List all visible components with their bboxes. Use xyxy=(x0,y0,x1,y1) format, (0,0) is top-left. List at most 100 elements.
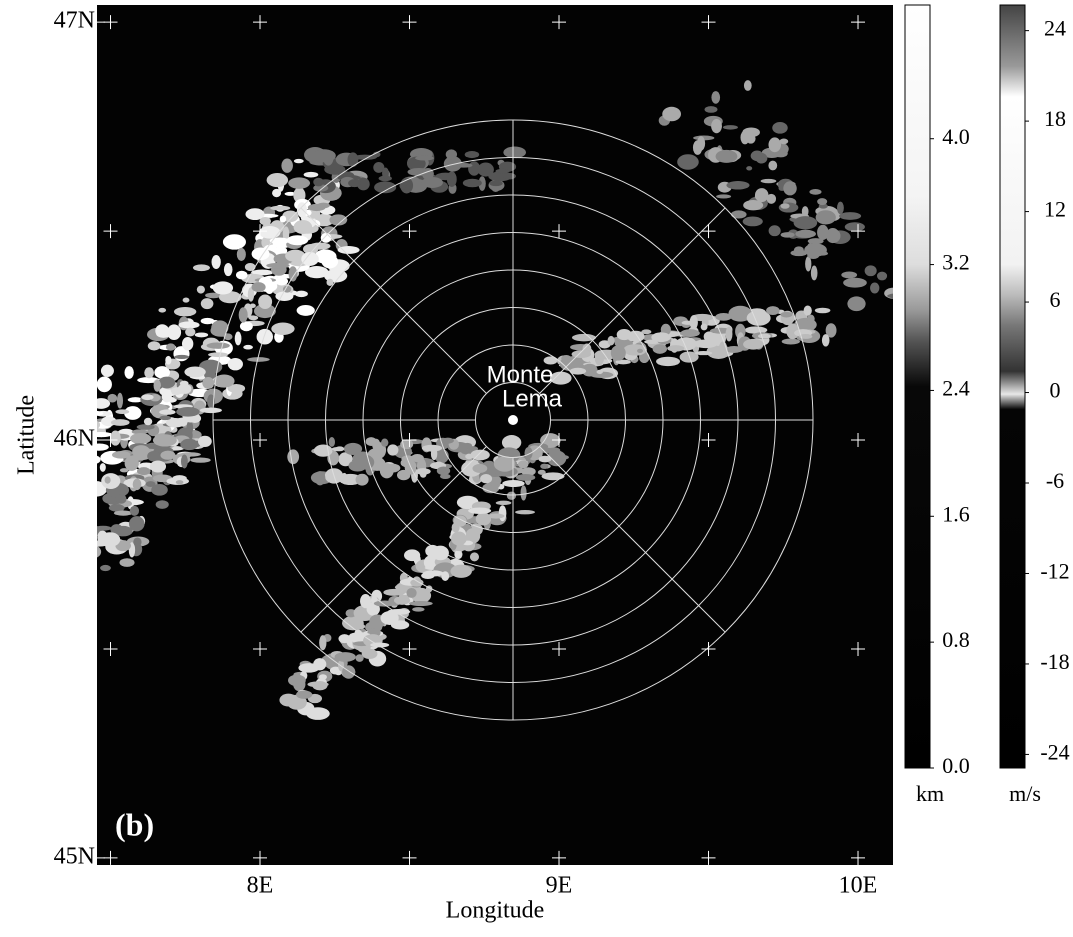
echo-blob xyxy=(244,262,256,272)
echo-blob xyxy=(285,249,306,262)
echo-blob xyxy=(303,171,319,178)
echo-blob xyxy=(97,455,101,464)
graticule-cross xyxy=(851,433,866,448)
echo-blob xyxy=(329,666,342,675)
echo-blob xyxy=(110,430,121,446)
echo-blob xyxy=(159,415,172,421)
echo-blob xyxy=(662,106,682,122)
colorbar-tick-label: 0.0 xyxy=(942,753,970,778)
echo-blob xyxy=(742,216,763,227)
echo-blob xyxy=(113,510,133,516)
echo-blob xyxy=(768,137,782,153)
graticule-cross xyxy=(701,433,716,448)
graticule-cross xyxy=(253,850,268,865)
graticule-cross xyxy=(552,850,567,865)
echo-blob xyxy=(400,458,414,468)
echo-blob xyxy=(171,390,181,395)
echo-blob xyxy=(768,160,778,171)
echo-blob xyxy=(223,263,233,277)
echo-blob xyxy=(694,351,713,356)
echo-blob xyxy=(152,434,177,447)
echo-blob xyxy=(355,654,364,662)
echo-blob xyxy=(166,364,175,370)
echo-blob xyxy=(100,364,114,377)
echo-blob xyxy=(571,333,596,342)
echo-blob xyxy=(266,262,290,269)
graticule-cross xyxy=(701,224,716,239)
echo-blob xyxy=(537,469,546,475)
echo-blob xyxy=(372,438,381,451)
echo-blob xyxy=(807,238,824,245)
echo-blob xyxy=(128,516,145,532)
echo-blob xyxy=(743,200,764,211)
echo-blob xyxy=(68,455,92,466)
echo-blob xyxy=(130,432,152,445)
echo-blob xyxy=(338,452,353,467)
echo-blob xyxy=(304,265,329,279)
echo-blob xyxy=(133,537,142,547)
graticule-cross xyxy=(253,433,268,448)
echo-blob xyxy=(149,460,167,473)
echo-blob xyxy=(104,476,111,484)
colorbar-tick-label: 24 xyxy=(1044,16,1066,41)
echo-blob xyxy=(213,374,235,388)
echo-blob xyxy=(836,201,844,215)
colorbar-tick-label: 0.8 xyxy=(942,627,970,652)
echo-blob xyxy=(258,294,273,309)
echo-blob xyxy=(269,237,290,244)
echo-blob xyxy=(329,214,348,226)
graticule-cross xyxy=(253,224,268,239)
y-axis-title: Latitude xyxy=(14,395,40,475)
echo-blob xyxy=(101,473,121,489)
echo-blob xyxy=(412,607,425,612)
echo-blob xyxy=(313,444,333,457)
echo-blob xyxy=(180,454,188,469)
x-axis-title: Longitude xyxy=(446,898,545,924)
echo-blob xyxy=(89,533,97,538)
echo-blob xyxy=(711,91,721,104)
colorbar-tick-label: 18 xyxy=(1044,106,1066,131)
echo-blob xyxy=(374,181,397,194)
echo-blob xyxy=(236,247,246,261)
echo-blob xyxy=(493,456,516,472)
echo-blob xyxy=(127,397,144,403)
y-tick-label: 46N xyxy=(54,426,95,452)
echo-blob xyxy=(651,332,671,343)
echo-blob xyxy=(381,438,389,447)
echo-blob xyxy=(97,525,112,531)
echo-blob xyxy=(750,150,764,162)
echo-blob xyxy=(742,127,760,138)
echo-blob xyxy=(249,303,256,309)
echo-blob xyxy=(817,198,828,206)
echo-blob xyxy=(560,455,569,460)
echo-blob xyxy=(145,481,156,488)
echo-blob xyxy=(72,420,80,425)
echo-blob xyxy=(108,504,125,512)
echo-blob xyxy=(68,477,86,481)
echo-blob xyxy=(97,421,101,429)
y-tick-label: 47N xyxy=(54,8,95,34)
echo-blob xyxy=(174,354,190,360)
graticule-cross xyxy=(402,15,417,30)
echo-blob xyxy=(475,512,492,526)
echo-blob xyxy=(641,329,652,335)
colorbar-tick-label: 0 xyxy=(1050,378,1061,403)
site-label: Lema xyxy=(502,385,563,412)
colorbar xyxy=(904,4,931,769)
echo-blob xyxy=(443,156,462,172)
echo-blob xyxy=(799,334,813,339)
echo-blob xyxy=(222,234,246,250)
echo-blob xyxy=(407,167,431,176)
echo-blob xyxy=(275,291,294,301)
echo-blob xyxy=(441,571,450,581)
echo-blob xyxy=(478,176,486,191)
echo-blob xyxy=(498,505,507,522)
echo-blob xyxy=(815,210,836,225)
echo-blob xyxy=(454,550,463,560)
echo-blob xyxy=(202,376,215,389)
echo-blob xyxy=(275,277,289,286)
echo-blob xyxy=(165,417,185,428)
echo-blob xyxy=(167,324,182,341)
echo-blob xyxy=(711,119,722,134)
echo-blob xyxy=(147,341,161,351)
